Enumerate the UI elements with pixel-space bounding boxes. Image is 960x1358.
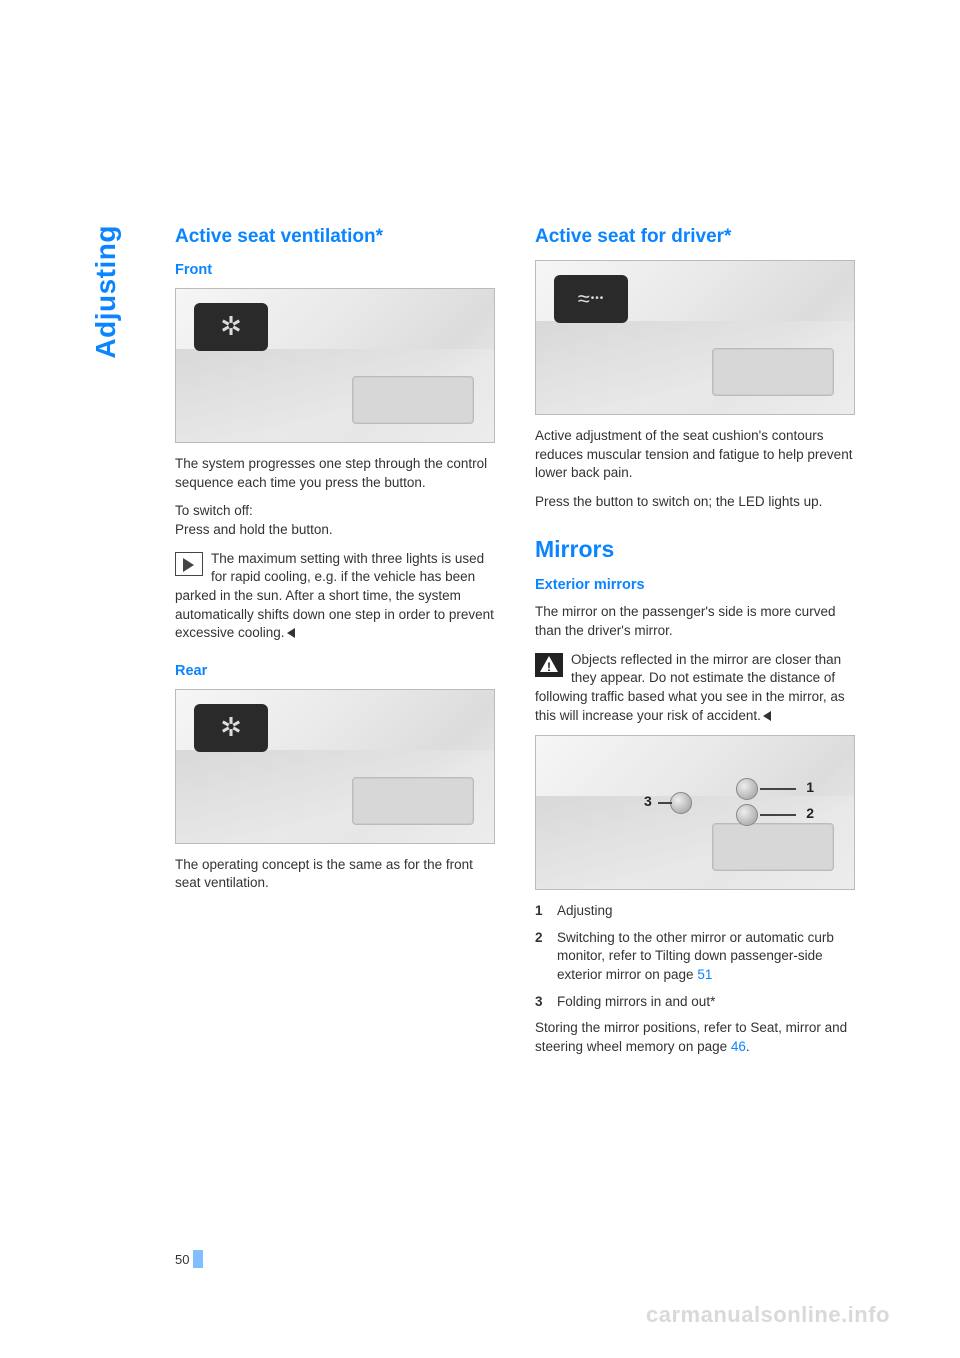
figure-rear-ventilation: ✲ [175, 689, 495, 844]
text: Storing the mirror positions, refer to S… [535, 1020, 847, 1054]
paragraph: Active adjustment of the seat cushion's … [535, 427, 855, 483]
numbered-list: 1 Adjusting 2 Switching to the other mir… [535, 902, 855, 1011]
text: Objects reflected in the mirror are clos… [535, 652, 845, 723]
paragraph: Storing the mirror positions, refer to S… [535, 1019, 855, 1056]
content-columns: Active seat ventilation* Front ✲ The sys… [175, 220, 880, 1067]
text: Adjusting [557, 902, 613, 921]
manual-page: Adjusting Active seat ventilation* Front… [0, 0, 960, 1358]
side-tab: Adjusting [90, 225, 122, 359]
paragraph: Press the button to switch on; the LED l… [535, 493, 855, 512]
figure-active-seat: ≈••• [535, 260, 855, 415]
callout-3: 3 [644, 792, 652, 811]
paragraph: The operating concept is the same as for… [175, 856, 495, 893]
note-icon [175, 552, 203, 576]
right-column: Active seat for driver* ≈••• Active adju… [535, 220, 855, 1067]
callout-1: 1 [806, 778, 814, 797]
left-column: Active seat ventilation* Front ✲ The sys… [175, 220, 495, 1067]
watermark: carmanualsonline.info [646, 1302, 890, 1328]
text: Folding mirrors in and out* [557, 993, 715, 1012]
text: To switch off: [175, 503, 253, 518]
text: The maximum setting with three lights is… [175, 551, 494, 641]
figure-front-ventilation: ✲ [175, 288, 495, 443]
text: Press and hold the button. [175, 522, 333, 537]
figure-mirror-controls: 1 2 3 [535, 735, 855, 890]
item-number: 3 [535, 993, 557, 1012]
item-number: 1 [535, 902, 557, 921]
item-number: 2 [535, 929, 557, 985]
fan-icon: ✲ [194, 303, 268, 351]
page-link[interactable]: 51 [697, 967, 712, 982]
end-marker-icon [763, 711, 771, 721]
subheading-rear: Rear [175, 661, 495, 681]
warning-icon [535, 653, 563, 677]
text: . [746, 1039, 750, 1054]
heading-mirrors: Mirrors [535, 534, 855, 566]
note-paragraph: The maximum setting with three lights is… [175, 550, 495, 643]
subheading-exterior-mirrors: Exterior mirrors [535, 575, 855, 595]
page-link[interactable]: 46 [731, 1039, 746, 1054]
wave-icon: ≈••• [554, 275, 628, 323]
subheading-front: Front [175, 260, 495, 280]
end-marker-icon [287, 628, 295, 638]
list-item: 2 Switching to the other mirror or autom… [535, 929, 855, 985]
paragraph: To switch off: Press and hold the button… [175, 502, 495, 539]
callout-2: 2 [806, 804, 814, 823]
fan-icon: ✲ [194, 704, 268, 752]
page-number: 50 [175, 1250, 203, 1268]
warning-paragraph: Objects reflected in the mirror are clos… [535, 651, 855, 726]
paragraph: The system progresses one step through t… [175, 455, 495, 492]
paragraph: The mirror on the passenger's side is mo… [535, 603, 855, 640]
list-item: 1 Adjusting [535, 902, 855, 921]
heading-active-seat-ventilation: Active seat ventilation* [175, 224, 495, 250]
heading-active-seat-driver: Active seat for driver* [535, 224, 855, 250]
list-item: 3 Folding mirrors in and out* [535, 993, 855, 1012]
text: Switching to the other mirror or automat… [557, 929, 855, 985]
